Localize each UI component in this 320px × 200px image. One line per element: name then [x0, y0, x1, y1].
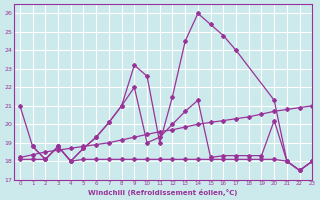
X-axis label: Windchill (Refroidissement éolien,°C): Windchill (Refroidissement éolien,°C) — [88, 189, 238, 196]
